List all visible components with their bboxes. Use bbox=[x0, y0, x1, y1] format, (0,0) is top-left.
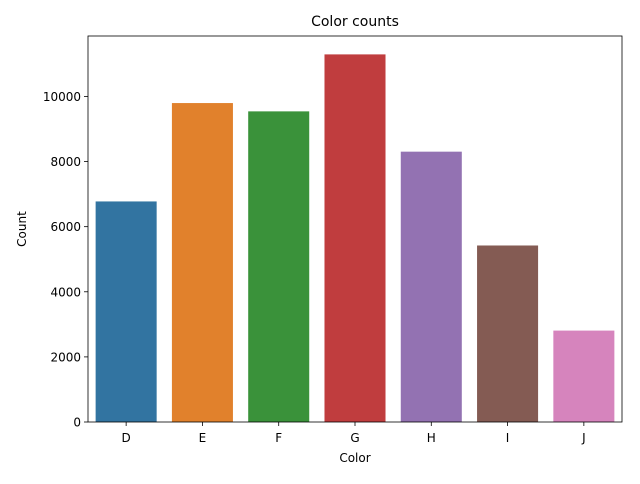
x-tick-label: H bbox=[427, 431, 436, 445]
bar-I bbox=[477, 245, 539, 422]
bars-layer bbox=[95, 54, 615, 423]
y-tick-label: 6000 bbox=[50, 220, 81, 234]
y-tick-label: 0 bbox=[73, 416, 81, 430]
y-tick-label: 2000 bbox=[50, 350, 81, 364]
bar-G bbox=[324, 54, 386, 423]
x-tick-label: I bbox=[506, 431, 510, 445]
x-tick-label: E bbox=[199, 431, 207, 445]
y-axis-title: Count bbox=[15, 211, 29, 247]
bar-J bbox=[553, 330, 615, 422]
x-tick-label: F bbox=[275, 431, 282, 445]
y-tick-label: 8000 bbox=[50, 155, 81, 169]
y-tick-label: 4000 bbox=[50, 285, 81, 299]
x-tick-label: G bbox=[350, 431, 359, 445]
y-axis-ticks: 0 2000 4000 6000 8000 10000 bbox=[43, 90, 88, 430]
y-tick-label: 10000 bbox=[43, 90, 81, 104]
x-tick-label: D bbox=[122, 431, 131, 445]
bar-H bbox=[400, 151, 462, 423]
x-tick-label: J bbox=[581, 431, 586, 445]
bar-D bbox=[95, 201, 157, 422]
bar-E bbox=[171, 103, 233, 422]
x-axis-title: Color bbox=[339, 451, 370, 465]
chart-title: Color counts bbox=[311, 14, 399, 30]
x-axis-ticks: D E F G H I J bbox=[122, 422, 586, 445]
bar-F bbox=[248, 111, 310, 422]
